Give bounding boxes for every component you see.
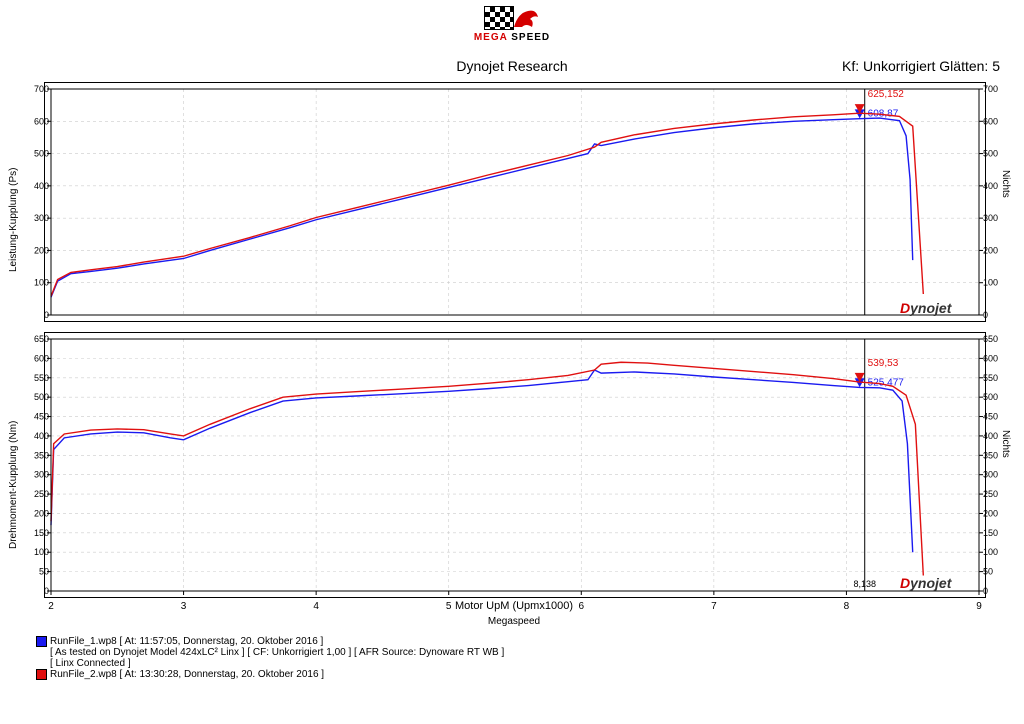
svg-text:500: 500	[34, 149, 49, 159]
svg-text:300: 300	[34, 470, 49, 480]
svg-text:539,53: 539,53	[868, 358, 899, 369]
svg-text:100: 100	[983, 547, 998, 557]
svg-text:200: 200	[983, 245, 998, 255]
svg-text:650: 650	[34, 334, 49, 344]
svg-text:550: 550	[34, 373, 49, 383]
legend-line: [ Linx Connected ]	[36, 658, 1004, 669]
svg-text:8,138: 8,138	[853, 579, 876, 589]
svg-text:300: 300	[34, 213, 49, 223]
kf-label: Kf: Unkorrigiert Glätten: 5	[842, 58, 1000, 74]
legend-line: RunFile_2.wp8 [ At: 13:30:28, Donnerstag…	[36, 669, 1004, 680]
legend-block: RunFile_1.wp8 [ At: 11:57:05, Donnerstag…	[36, 636, 1004, 680]
x-axis-label: Motor UpM (Upmx1000)	[44, 600, 984, 612]
dynojet-logo-1: Dynojet	[900, 300, 951, 316]
svg-text:400: 400	[983, 181, 998, 191]
svg-text:0: 0	[983, 586, 988, 596]
svg-text:200: 200	[34, 245, 49, 255]
y2-left-label: Drehmoment-Kupplung (Nm)	[8, 360, 19, 610]
svg-text:300: 300	[983, 470, 998, 480]
legend-line: RunFile_1.wp8 [ At: 11:57:05, Donnerstag…	[36, 636, 1004, 647]
torque-chart: 0050501001001501502002002502503003003503…	[44, 332, 986, 598]
svg-text:700: 700	[983, 84, 998, 94]
svg-text:600: 600	[983, 353, 998, 363]
legend-line: [ As tested on Dynojet Model 424xLC² Lin…	[36, 647, 1004, 658]
svg-text:500: 500	[983, 149, 998, 159]
svg-text:150: 150	[34, 528, 49, 538]
svg-text:200: 200	[983, 508, 998, 518]
svg-text:600: 600	[983, 116, 998, 126]
svg-text:350: 350	[983, 450, 998, 460]
y2-right-label: Nichts	[1000, 430, 1011, 458]
svg-text:650: 650	[983, 334, 998, 344]
svg-text:400: 400	[34, 181, 49, 191]
svg-text:250: 250	[983, 489, 998, 499]
brand-logo: MEGA SPEED	[0, 6, 1024, 43]
svg-text:500: 500	[983, 392, 998, 402]
footer-brand: Megaspeed	[44, 616, 984, 627]
svg-text:100: 100	[34, 278, 49, 288]
svg-text:550: 550	[983, 373, 998, 383]
svg-text:450: 450	[34, 412, 49, 422]
svg-text:625,152: 625,152	[868, 89, 905, 100]
svg-text:100: 100	[34, 547, 49, 557]
svg-text:0: 0	[983, 310, 988, 320]
svg-text:300: 300	[983, 213, 998, 223]
dynojet-logo-2: Dynojet	[900, 575, 951, 591]
svg-text:450: 450	[983, 412, 998, 422]
svg-text:150: 150	[983, 528, 998, 538]
svg-text:400: 400	[34, 431, 49, 441]
power-chart: 0010010020020030030040040050050060060070…	[44, 82, 986, 322]
svg-text:100: 100	[983, 278, 998, 288]
svg-text:700: 700	[34, 84, 49, 94]
svg-text:600: 600	[34, 353, 49, 363]
logo-text-2: SPEED	[511, 32, 550, 43]
svg-text:200: 200	[34, 508, 49, 518]
svg-text:500: 500	[34, 392, 49, 402]
svg-text:600: 600	[34, 116, 49, 126]
svg-text:50: 50	[983, 567, 993, 577]
logo-text-1: MEGA	[474, 32, 508, 43]
y1-left-label: Leistung-Kupplung (Ps)	[8, 120, 19, 320]
svg-text:250: 250	[34, 489, 49, 499]
svg-text:400: 400	[983, 431, 998, 441]
y1-right-label: Nichts	[1000, 170, 1011, 198]
svg-text:350: 350	[34, 450, 49, 460]
